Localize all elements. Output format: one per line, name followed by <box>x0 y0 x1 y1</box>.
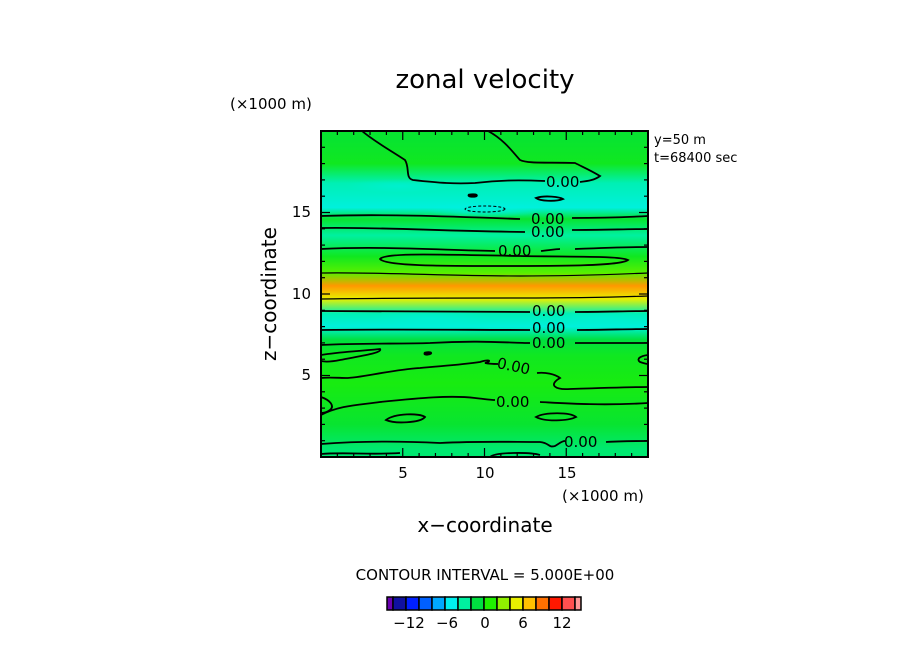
colorbar-tick-label: −6 <box>436 614 458 632</box>
colorbar-swatch <box>418 596 433 611</box>
contour-line <box>321 348 381 363</box>
contour-label: 0.00 <box>498 242 531 260</box>
colorbar-swatch <box>548 596 563 611</box>
colorbar-swatch <box>392 596 407 611</box>
contour-line <box>321 395 496 416</box>
contour-line <box>321 272 648 277</box>
colorbar-swatch <box>561 596 576 611</box>
contour-line <box>489 452 541 457</box>
contour-interval-label: CONTOUR INTERVAL = 5.000E+00 <box>356 566 615 584</box>
contour-line <box>534 412 578 422</box>
contour-label: 0.00 <box>546 173 579 191</box>
axis-ticks <box>321 131 648 457</box>
hot-spot-right <box>550 276 648 300</box>
y-tick-label: 5 <box>301 366 311 384</box>
plot-area: 0.00 0.00 0.00 0.00 0.00 0.00 0.00 0.00 … <box>321 131 648 457</box>
contour-line <box>534 195 565 202</box>
contour-lines <box>321 131 648 457</box>
colorbar-swatch <box>574 596 582 611</box>
colorbar-swatch <box>535 596 550 611</box>
contour-line <box>321 452 401 455</box>
colorbar-swatch <box>457 596 472 611</box>
cyan-spot <box>550 310 648 326</box>
x-tick-labels: 5 10 15 <box>398 464 576 482</box>
contour-line <box>321 226 526 233</box>
colorbar-tick-label: 6 <box>518 614 528 632</box>
annotation-y: y=50 m <box>654 133 706 148</box>
contour-label: 0.00 <box>564 433 597 451</box>
contour-line <box>345 359 499 379</box>
cyan-spot <box>370 310 490 326</box>
cyan-spot <box>425 202 545 218</box>
contour-label: 0.00 <box>531 210 564 228</box>
contour-line <box>321 214 521 220</box>
contour-line <box>571 228 648 231</box>
contour-label: 0.00 <box>496 393 529 411</box>
colorbar-swatch <box>386 596 394 611</box>
chart-title: zonal velocity <box>395 65 574 95</box>
contour-line <box>321 440 566 448</box>
contour-line <box>321 247 496 252</box>
colorbar-tick-label: 0 <box>480 614 490 632</box>
contour-line <box>574 310 648 313</box>
y-tick-label: 10 <box>292 285 311 303</box>
contour-line <box>321 310 531 313</box>
y-tick-label: 15 <box>292 203 311 221</box>
negative-contour-line <box>464 205 506 213</box>
y-tick-labels: 5 10 15 <box>292 203 311 384</box>
contour-line <box>540 248 561 252</box>
contour-line <box>536 371 648 391</box>
contour-label: 0.00 <box>532 302 565 320</box>
contour-line <box>637 354 648 365</box>
contour-label: 0.00 <box>532 334 565 352</box>
colorbar <box>386 596 582 611</box>
contour-label: 0.00 <box>532 319 565 337</box>
contour-line <box>571 215 648 219</box>
contour-line <box>321 396 333 414</box>
x-tick-label: 5 <box>398 464 408 482</box>
contour-line <box>576 328 648 331</box>
colorbar-swatch <box>470 596 485 611</box>
contour-line <box>605 440 648 443</box>
colorbar-swatch <box>444 596 459 611</box>
y-axis-label: z−coordinate <box>257 227 281 361</box>
cyan-spot <box>345 179 455 193</box>
colorbar-swatch <box>405 596 420 611</box>
hot-spot-left <box>321 276 450 300</box>
x-unit-label: (×1000 m) <box>562 487 644 505</box>
contour-line <box>384 413 427 424</box>
colorbar-swatch <box>509 596 524 611</box>
contour-label: 0.00 <box>531 223 564 241</box>
colorbar-swatch <box>483 596 498 611</box>
colorbar-tick-labels: −12 −6 0 6 12 <box>393 614 571 632</box>
contour-line <box>574 246 648 250</box>
contour-line <box>423 351 433 356</box>
contour-line <box>378 253 630 267</box>
x-tick-label: 15 <box>557 464 576 482</box>
x-axis-label: x−coordinate <box>417 513 552 537</box>
contour-line <box>467 193 478 198</box>
contour-line <box>539 401 648 406</box>
contour-line <box>321 295 648 300</box>
annotation-t: t=68400 sec <box>654 151 737 166</box>
x-tick-label: 10 <box>475 464 494 482</box>
colorbar-swatch <box>431 596 446 611</box>
colorbar-tick-label: −12 <box>393 614 425 632</box>
colorbar-tick-label: 12 <box>552 614 571 632</box>
contour-line <box>487 131 602 183</box>
contour-line <box>361 131 546 185</box>
contour-line <box>321 340 531 346</box>
colorbar-swatch <box>496 596 511 611</box>
colorbar-swatch <box>522 596 537 611</box>
y-unit-label: (×1000 m) <box>230 95 312 113</box>
